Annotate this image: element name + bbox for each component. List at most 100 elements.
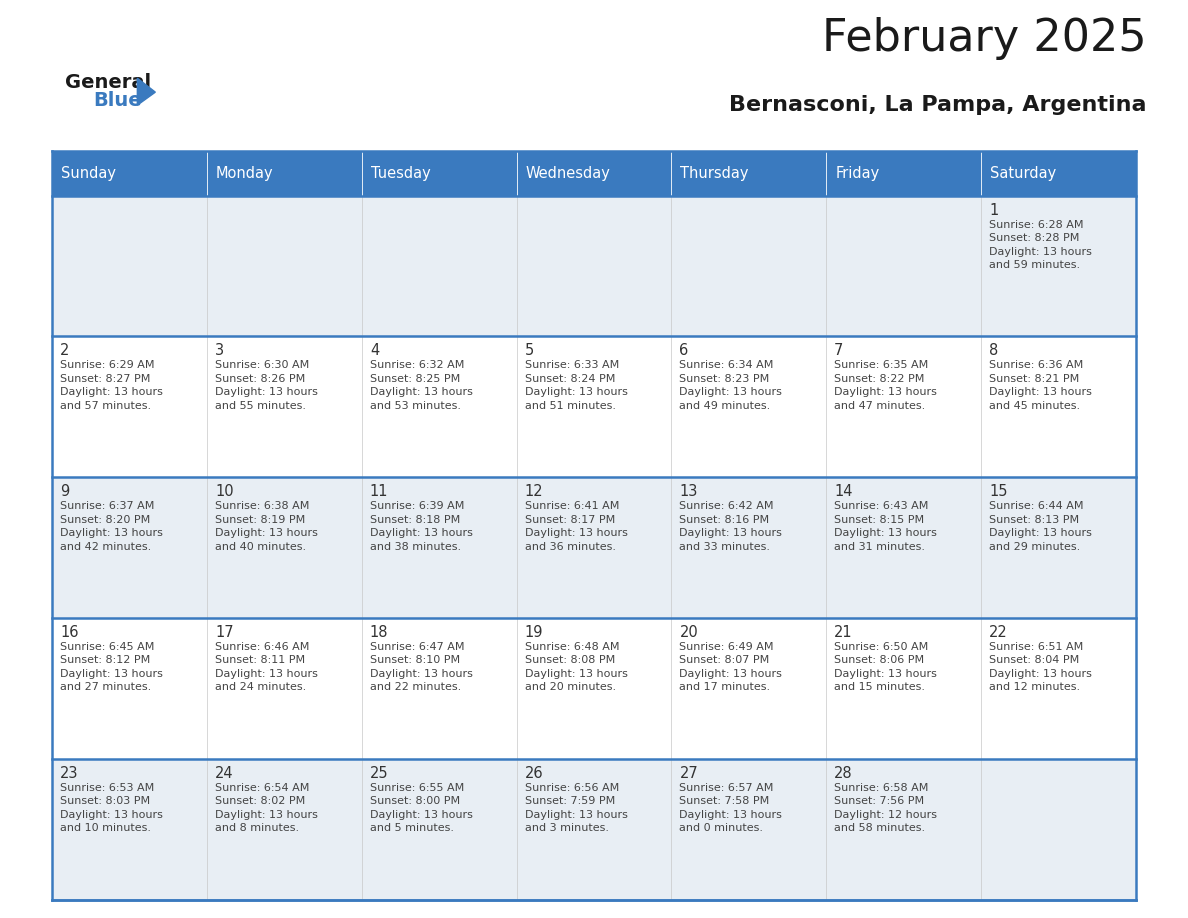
Text: and 58 minutes.: and 58 minutes. (834, 823, 925, 834)
Text: Sunset: 8:08 PM: Sunset: 8:08 PM (525, 655, 615, 666)
Text: 27: 27 (680, 766, 699, 781)
Text: 12: 12 (525, 484, 543, 499)
Text: Sunset: 8:16 PM: Sunset: 8:16 PM (680, 515, 770, 525)
Text: Daylight: 13 hours: Daylight: 13 hours (680, 810, 782, 820)
Text: Sunset: 8:28 PM: Sunset: 8:28 PM (988, 233, 1080, 243)
Text: Sunrise: 6:32 AM: Sunrise: 6:32 AM (369, 361, 465, 370)
Text: and 45 minutes.: and 45 minutes. (988, 401, 1080, 411)
Text: Sunset: 8:00 PM: Sunset: 8:00 PM (369, 796, 460, 806)
Bar (362, 151, 517, 196)
Text: 20: 20 (680, 625, 699, 640)
Bar (517, 196, 671, 336)
Text: Daylight: 13 hours: Daylight: 13 hours (525, 669, 627, 679)
Polygon shape (138, 78, 156, 106)
Bar (671, 618, 826, 759)
Text: and 59 minutes.: and 59 minutes. (988, 260, 1080, 270)
Text: Sunrise: 6:43 AM: Sunrise: 6:43 AM (834, 501, 929, 511)
Bar (517, 618, 671, 759)
Text: Sunset: 8:26 PM: Sunset: 8:26 PM (215, 374, 305, 384)
Text: Sunrise: 6:48 AM: Sunrise: 6:48 AM (525, 642, 619, 652)
Text: and 12 minutes.: and 12 minutes. (988, 682, 1080, 692)
Bar (207, 336, 362, 477)
Text: Sunset: 8:25 PM: Sunset: 8:25 PM (369, 374, 460, 384)
Text: Sunrise: 6:39 AM: Sunrise: 6:39 AM (369, 501, 465, 511)
Text: Sunrise: 6:53 AM: Sunrise: 6:53 AM (61, 783, 154, 793)
Text: 16: 16 (61, 625, 78, 640)
Text: Sunrise: 6:54 AM: Sunrise: 6:54 AM (215, 783, 309, 793)
Text: and 51 minutes.: and 51 minutes. (525, 401, 615, 411)
Text: Sunset: 7:56 PM: Sunset: 7:56 PM (834, 796, 924, 806)
Text: Daylight: 13 hours: Daylight: 13 hours (525, 528, 627, 538)
Text: Sunset: 7:59 PM: Sunset: 7:59 PM (525, 796, 615, 806)
Text: and 42 minutes.: and 42 minutes. (61, 542, 152, 552)
Text: and 55 minutes.: and 55 minutes. (215, 401, 307, 411)
Bar (826, 759, 981, 900)
Text: Tuesday: Tuesday (371, 166, 430, 181)
Text: Sunset: 8:15 PM: Sunset: 8:15 PM (834, 515, 924, 525)
Text: Sunset: 8:12 PM: Sunset: 8:12 PM (61, 655, 151, 666)
Text: 3: 3 (215, 343, 225, 358)
Text: Sunset: 8:06 PM: Sunset: 8:06 PM (834, 655, 924, 666)
Bar (52, 477, 207, 618)
Bar (517, 151, 671, 196)
Text: Sunrise: 6:34 AM: Sunrise: 6:34 AM (680, 361, 773, 370)
Bar (671, 151, 826, 196)
Bar (981, 618, 1136, 759)
Text: Daylight: 13 hours: Daylight: 13 hours (369, 669, 473, 679)
Bar (981, 196, 1136, 336)
Bar (52, 196, 207, 336)
Text: Blue: Blue (94, 91, 141, 110)
Text: Daylight: 13 hours: Daylight: 13 hours (215, 528, 318, 538)
Text: Sunset: 8:10 PM: Sunset: 8:10 PM (369, 655, 460, 666)
Bar (826, 196, 981, 336)
Text: Sunrise: 6:47 AM: Sunrise: 6:47 AM (369, 642, 465, 652)
Text: and 22 minutes.: and 22 minutes. (369, 682, 461, 692)
Bar (52, 336, 207, 477)
Bar (207, 196, 362, 336)
Text: Daylight: 13 hours: Daylight: 13 hours (215, 387, 318, 397)
Text: Sunset: 8:23 PM: Sunset: 8:23 PM (680, 374, 770, 384)
Bar (517, 336, 671, 477)
Text: Bernasconi, La Pampa, Argentina: Bernasconi, La Pampa, Argentina (729, 95, 1146, 115)
Text: Daylight: 13 hours: Daylight: 13 hours (988, 387, 1092, 397)
Text: and 17 minutes.: and 17 minutes. (680, 682, 771, 692)
Bar (207, 618, 362, 759)
Text: 28: 28 (834, 766, 853, 781)
Text: and 57 minutes.: and 57 minutes. (61, 401, 151, 411)
Bar (52, 151, 207, 196)
Text: Daylight: 13 hours: Daylight: 13 hours (525, 387, 627, 397)
Text: Daylight: 13 hours: Daylight: 13 hours (215, 810, 318, 820)
Text: 25: 25 (369, 766, 388, 781)
Text: 11: 11 (369, 484, 388, 499)
Text: 21: 21 (834, 625, 853, 640)
Bar (981, 759, 1136, 900)
Text: 10: 10 (215, 484, 234, 499)
Text: and 0 minutes.: and 0 minutes. (680, 823, 764, 834)
Text: Sunset: 8:11 PM: Sunset: 8:11 PM (215, 655, 305, 666)
Bar (207, 151, 362, 196)
Bar (207, 477, 362, 618)
Text: and 40 minutes.: and 40 minutes. (215, 542, 307, 552)
Bar (362, 336, 517, 477)
Text: Daylight: 13 hours: Daylight: 13 hours (369, 528, 473, 538)
Bar (362, 618, 517, 759)
Text: Sunrise: 6:41 AM: Sunrise: 6:41 AM (525, 501, 619, 511)
Text: Sunrise: 6:50 AM: Sunrise: 6:50 AM (834, 642, 928, 652)
Text: Sunrise: 6:28 AM: Sunrise: 6:28 AM (988, 219, 1083, 230)
Bar (671, 759, 826, 900)
Text: Sunrise: 6:33 AM: Sunrise: 6:33 AM (525, 361, 619, 370)
Text: Daylight: 13 hours: Daylight: 13 hours (369, 810, 473, 820)
Text: Sunday: Sunday (62, 166, 116, 181)
Text: and 5 minutes.: and 5 minutes. (369, 823, 454, 834)
Text: Friday: Friday (835, 166, 879, 181)
Text: Sunrise: 6:56 AM: Sunrise: 6:56 AM (525, 783, 619, 793)
Text: 6: 6 (680, 343, 689, 358)
Text: Daylight: 13 hours: Daylight: 13 hours (988, 247, 1092, 256)
Bar (826, 336, 981, 477)
Text: 8: 8 (988, 343, 998, 358)
Text: Sunset: 8:21 PM: Sunset: 8:21 PM (988, 374, 1079, 384)
Text: Daylight: 12 hours: Daylight: 12 hours (834, 810, 937, 820)
Text: Wednesday: Wednesday (525, 166, 611, 181)
Bar (362, 477, 517, 618)
Text: and 36 minutes.: and 36 minutes. (525, 542, 615, 552)
